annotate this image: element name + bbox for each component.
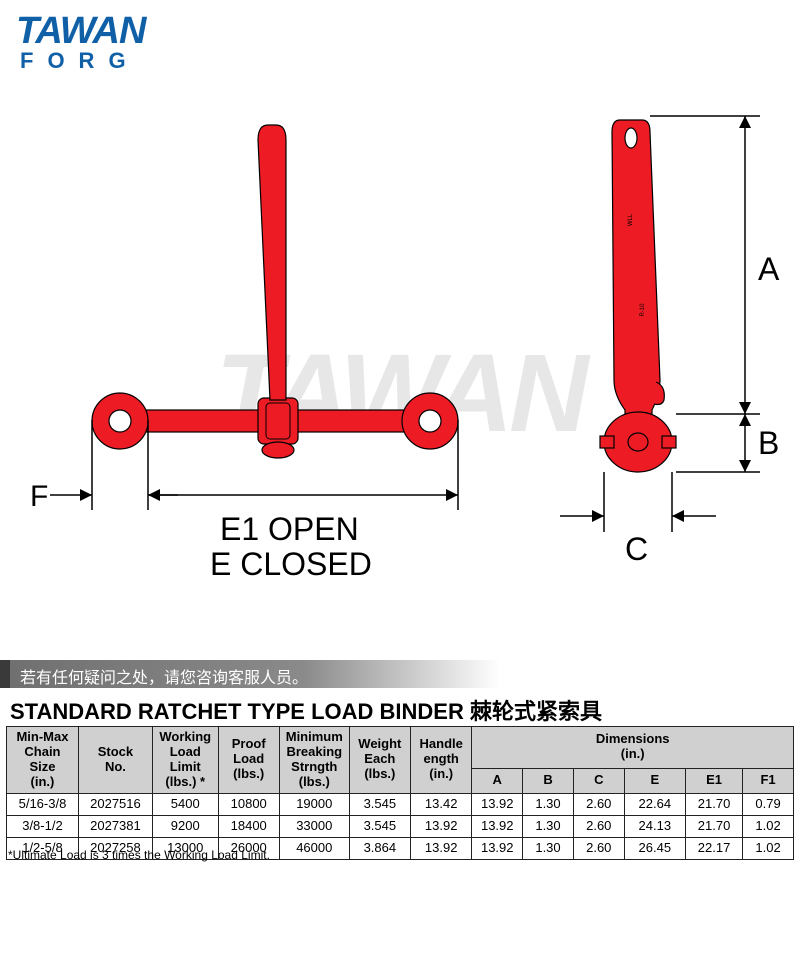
table-cell: 9200 (152, 815, 218, 837)
table-cell: 33000 (279, 815, 349, 837)
column-header: Dimensions(in.) (472, 727, 794, 769)
table-cell: 2027516 (78, 793, 152, 815)
table-cell: 13.92 (411, 815, 472, 837)
dim-A: A (650, 116, 780, 414)
table-cell: 19000 (279, 793, 349, 815)
table-cell: 22.17 (686, 837, 743, 859)
svg-text:E1 OPEN: E1 OPEN (220, 511, 359, 547)
logo-sub-text: FORG (20, 48, 145, 74)
svg-text:R-10: R-10 (640, 303, 646, 317)
dim-B: B (676, 414, 779, 472)
dim-C: C (560, 472, 716, 567)
table-cell: 1.30 (523, 815, 574, 837)
table-cell: 13.92 (472, 793, 523, 815)
table-cell: 13.92 (472, 815, 523, 837)
column-subheader: E (624, 768, 685, 793)
column-header: WeightEach(lbs.) (349, 727, 410, 794)
table-cell: 3.545 (349, 793, 410, 815)
table-cell: 26.45 (624, 837, 685, 859)
svg-text:C: C (625, 531, 648, 567)
table-cell: 5/16-3/8 (7, 793, 79, 815)
svg-text:B: B (758, 425, 779, 461)
table-cell: 5400 (152, 793, 218, 815)
table-cell: 2.60 (573, 837, 624, 859)
table-cell: 3/8-1/2 (7, 815, 79, 837)
svg-text:WLL: WLL (628, 213, 634, 226)
technical-diagram: F E1 OPEN E CLOSED WLL R- (0, 80, 800, 600)
table-cell: 46000 (279, 837, 349, 859)
table-cell: 1.30 (523, 793, 574, 815)
column-header: ProofLoad(lbs.) (218, 727, 279, 794)
product-title: STANDARD RATCHET TYPE LOAD BINDER 棘轮式紧索具 (10, 694, 602, 726)
svg-text:F: F (30, 480, 48, 513)
table-cell: 18400 (218, 815, 279, 837)
left-drawing (92, 125, 458, 458)
table-cell: 2.60 (573, 815, 624, 837)
table-cell: 21.70 (686, 793, 743, 815)
svg-text:E CLOSED: E CLOSED (210, 546, 372, 582)
table-cell: 3.545 (349, 815, 410, 837)
table-cell: 1.02 (743, 837, 794, 859)
table-cell: 2.60 (573, 793, 624, 815)
dim-E: E1 OPEN E CLOSED (148, 420, 458, 582)
table-cell: 1.30 (523, 837, 574, 859)
table-cell: 3.864 (349, 837, 410, 859)
column-subheader: F1 (743, 768, 794, 793)
table-cell: 22.64 (624, 793, 685, 815)
table-cell: 10800 (218, 793, 279, 815)
table-cell: 1.02 (743, 815, 794, 837)
table-cell: 13.42 (411, 793, 472, 815)
table-row: 3/8-1/22027381920018400330003.54513.9213… (7, 815, 794, 837)
table-cell: 2027381 (78, 815, 152, 837)
table-footnote: *Ultimate Load is 3 times the Working Lo… (8, 848, 270, 862)
column-subheader: E1 (686, 768, 743, 793)
table-cell: 13.92 (411, 837, 472, 859)
table-cell: 13.92 (472, 837, 523, 859)
table-cell: 21.70 (686, 815, 743, 837)
column-subheader: A (472, 768, 523, 793)
table-cell: 24.13 (624, 815, 685, 837)
spec-table: Min-MaxChainSize(in.)StockNo.WorkingLoad… (6, 726, 794, 860)
right-drawing: WLL R-10 (600, 120, 676, 472)
contact-banner: 若有任何疑问之处，请您咨询客服人员。 (0, 660, 500, 688)
svg-text:A: A (758, 251, 780, 287)
logo-main-text: TAWAN (16, 14, 145, 48)
table-cell: 0.79 (743, 793, 794, 815)
column-header: Handleength(in.) (411, 727, 472, 794)
column-header: StockNo. (78, 727, 152, 794)
column-header: Min-MaxChainSize(in.) (7, 727, 79, 794)
column-header: WorkingLoadLimit(lbs.) * (152, 727, 218, 794)
table-row: 5/16-3/82027516540010800190003.54513.421… (7, 793, 794, 815)
column-subheader: C (573, 768, 624, 793)
column-header: MinimumBreakingStrngth(lbs.) (279, 727, 349, 794)
brand-logo: TAWAN FORG (16, 14, 145, 74)
column-subheader: B (523, 768, 574, 793)
